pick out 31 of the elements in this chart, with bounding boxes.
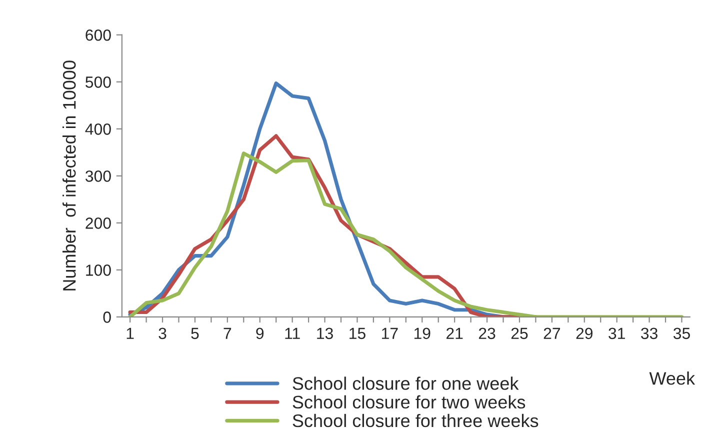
x-tick-label: 31 bbox=[608, 328, 625, 340]
legend-label: School closure for one week bbox=[292, 376, 519, 390]
x-tick-label: 19 bbox=[414, 328, 430, 340]
y-tick-label: 200 bbox=[86, 218, 111, 229]
x-tick-label: 21 bbox=[446, 328, 463, 339]
x-tick-label: 9 bbox=[256, 328, 264, 340]
x-tick-label: 29 bbox=[576, 328, 593, 340]
legend-label: School closure for three weeks bbox=[292, 414, 538, 428]
x-tick-label: 35 bbox=[673, 328, 690, 340]
x-tick-label: 5 bbox=[191, 328, 199, 340]
legend-label: School closure for two weeks bbox=[292, 395, 526, 409]
x-tick-label: 33 bbox=[641, 328, 658, 340]
y-tick-label: 600 bbox=[86, 30, 111, 41]
x-tick-label: 17 bbox=[382, 328, 398, 339]
x-tick-label: 11 bbox=[285, 328, 300, 339]
y-tick-label: 0 bbox=[103, 312, 111, 323]
x-tick-label: 27 bbox=[544, 328, 560, 339]
x-tick-label: 25 bbox=[511, 328, 528, 340]
x-tick-label: 15 bbox=[350, 328, 366, 340]
y-tick-label: 100 bbox=[86, 264, 111, 276]
x-tick-label: 7 bbox=[224, 328, 232, 339]
x-tick-label: 3 bbox=[158, 328, 166, 340]
x-tick-label: 23 bbox=[478, 328, 496, 340]
x-axis-title: Week bbox=[649, 372, 696, 385]
x-tick-label: 1 bbox=[126, 328, 134, 339]
x-tick-label: 13 bbox=[317, 328, 333, 340]
y-axis-title: Number of infected in 10000 bbox=[62, 60, 76, 290]
line-series bbox=[128, 152, 684, 317]
y-tick-label: 500 bbox=[86, 76, 111, 88]
y-tick-label: 300 bbox=[85, 170, 111, 182]
y-tick-label: 400 bbox=[85, 124, 111, 135]
